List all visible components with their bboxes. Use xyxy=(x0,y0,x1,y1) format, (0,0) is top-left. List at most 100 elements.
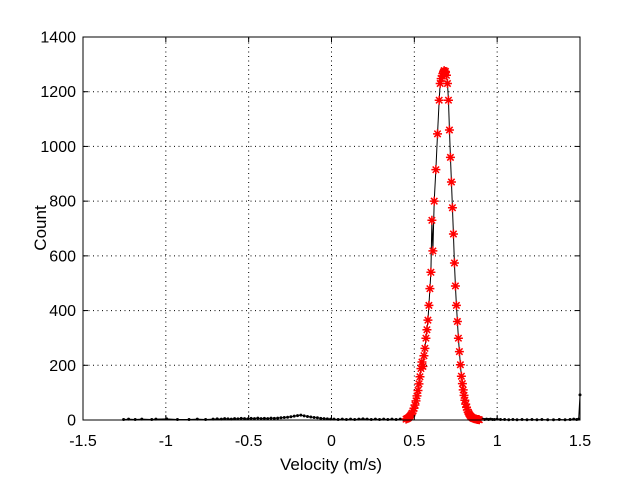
x-tick-label: -1 xyxy=(159,433,173,450)
baseline-data-marker xyxy=(256,416,260,420)
baseline-data-marker xyxy=(493,417,497,421)
baseline-data-marker xyxy=(122,417,126,421)
peak-data-marker xyxy=(447,203,457,213)
baseline-data-marker xyxy=(272,416,276,420)
baseline-data-marker xyxy=(282,416,286,420)
x-tick-labels: -1.5 -1 -0.5 0 0.5 1 1.5 xyxy=(69,433,591,450)
baseline-data-marker xyxy=(302,414,306,418)
peak-data-marker xyxy=(457,379,467,389)
peak-data-marker xyxy=(426,267,436,277)
baseline-data-marker xyxy=(568,417,572,421)
peak-data-marker xyxy=(458,385,468,395)
y-tick-label: 400 xyxy=(49,303,76,320)
peak-data-marker xyxy=(451,300,461,310)
peak-data-marker xyxy=(429,196,439,206)
baseline-data-marker xyxy=(315,416,319,420)
peak-data-marker xyxy=(434,95,444,105)
y-tick-label: 800 xyxy=(49,194,76,211)
baseline-data-marker xyxy=(520,417,524,421)
baseline-data-marker xyxy=(336,417,340,421)
peak-data-marker xyxy=(462,402,472,412)
peak-data-marker xyxy=(462,405,472,415)
baseline-data-marker xyxy=(322,417,326,421)
peak-data-marker xyxy=(454,347,464,357)
peak-data-marker xyxy=(414,379,424,389)
peak-data-marker xyxy=(443,95,453,105)
peak-data-marker xyxy=(427,215,437,225)
baseline-data-marker xyxy=(378,417,382,421)
peak-data-marker xyxy=(453,333,463,343)
peak-data-marker xyxy=(456,371,466,381)
baseline-data-marker xyxy=(292,414,296,418)
peak-data-marker xyxy=(425,284,435,294)
y-tick-label: 600 xyxy=(49,248,76,265)
baseline-data-marker xyxy=(540,417,544,421)
baseline-data-marker xyxy=(259,417,263,421)
peak-asterisk-markers xyxy=(401,66,484,425)
peak-data-marker xyxy=(459,390,469,400)
peak-data-marker xyxy=(413,385,423,395)
y-tick-label: 1000 xyxy=(40,139,76,156)
peak-data-marker xyxy=(418,361,428,371)
baseline-data-marker xyxy=(150,417,154,421)
baseline-data-marker xyxy=(394,417,398,421)
y-tick-label: 200 xyxy=(49,358,76,375)
y-axis-label: Count xyxy=(31,205,50,251)
peak-data-marker xyxy=(442,79,452,89)
x-tick-label: -1.5 xyxy=(69,433,97,450)
baseline-data-marker xyxy=(319,416,323,420)
peak-data-marker xyxy=(444,125,454,135)
peak-data-marker xyxy=(424,300,434,310)
baseline-data-marker xyxy=(187,417,191,421)
x-tick-label: -0.5 xyxy=(235,433,263,450)
peak-data-marker xyxy=(415,372,425,382)
baseline-data-marker xyxy=(498,417,502,421)
peak-data-marker xyxy=(446,177,456,187)
y-tick-label: 1200 xyxy=(40,84,76,101)
peak-data-marker xyxy=(449,258,459,268)
peak-data-marker xyxy=(412,391,422,401)
baseline-data-marker xyxy=(175,417,179,421)
peak-data-marker xyxy=(452,317,462,327)
baseline-data-marker xyxy=(204,417,208,421)
peak-data-marker xyxy=(460,395,470,405)
baseline-data-marker xyxy=(312,416,316,420)
baseline-data-marker xyxy=(252,417,256,421)
peak-data-marker xyxy=(422,325,432,335)
x-tick-label: 1 xyxy=(493,433,502,450)
peak-data-marker xyxy=(450,281,460,291)
axis-ticks xyxy=(82,36,581,421)
baseline-data-marker xyxy=(353,417,357,421)
peak-data-marker xyxy=(421,333,431,343)
peak-data-marker xyxy=(433,129,443,139)
baseline-data-marker xyxy=(239,416,243,420)
peak-data-marker xyxy=(409,403,419,413)
baseline-data-marker xyxy=(289,415,293,419)
baseline-data-marker xyxy=(266,417,270,421)
baseline-data-marker xyxy=(309,415,313,419)
x-axis-label: Velocity (m/s) xyxy=(280,455,382,474)
peak-data-marker xyxy=(440,66,450,76)
baseline-data-marker xyxy=(279,416,283,420)
peak-data-marker xyxy=(435,79,445,89)
peak-data-marker xyxy=(445,152,455,162)
peak-data-marker xyxy=(455,360,465,370)
baseline-data-marker xyxy=(233,417,237,421)
baseline-data-marker xyxy=(276,416,280,420)
peak-data-marker xyxy=(428,246,438,256)
y-tick-label: 0 xyxy=(67,413,76,430)
baseline-data-marker xyxy=(557,417,561,421)
peak-data-marker xyxy=(436,74,446,84)
baseline-data-marker xyxy=(269,416,273,420)
peak-data-marker xyxy=(461,399,471,409)
peak-data-marker xyxy=(441,70,451,80)
baseline-data-marker xyxy=(503,417,507,421)
peak-data-marker xyxy=(420,343,430,353)
x-tick-label: 0 xyxy=(327,433,336,450)
x-tick-label: 0.5 xyxy=(403,433,425,450)
baseline-data-marker xyxy=(344,417,348,421)
gridlines xyxy=(84,38,579,419)
